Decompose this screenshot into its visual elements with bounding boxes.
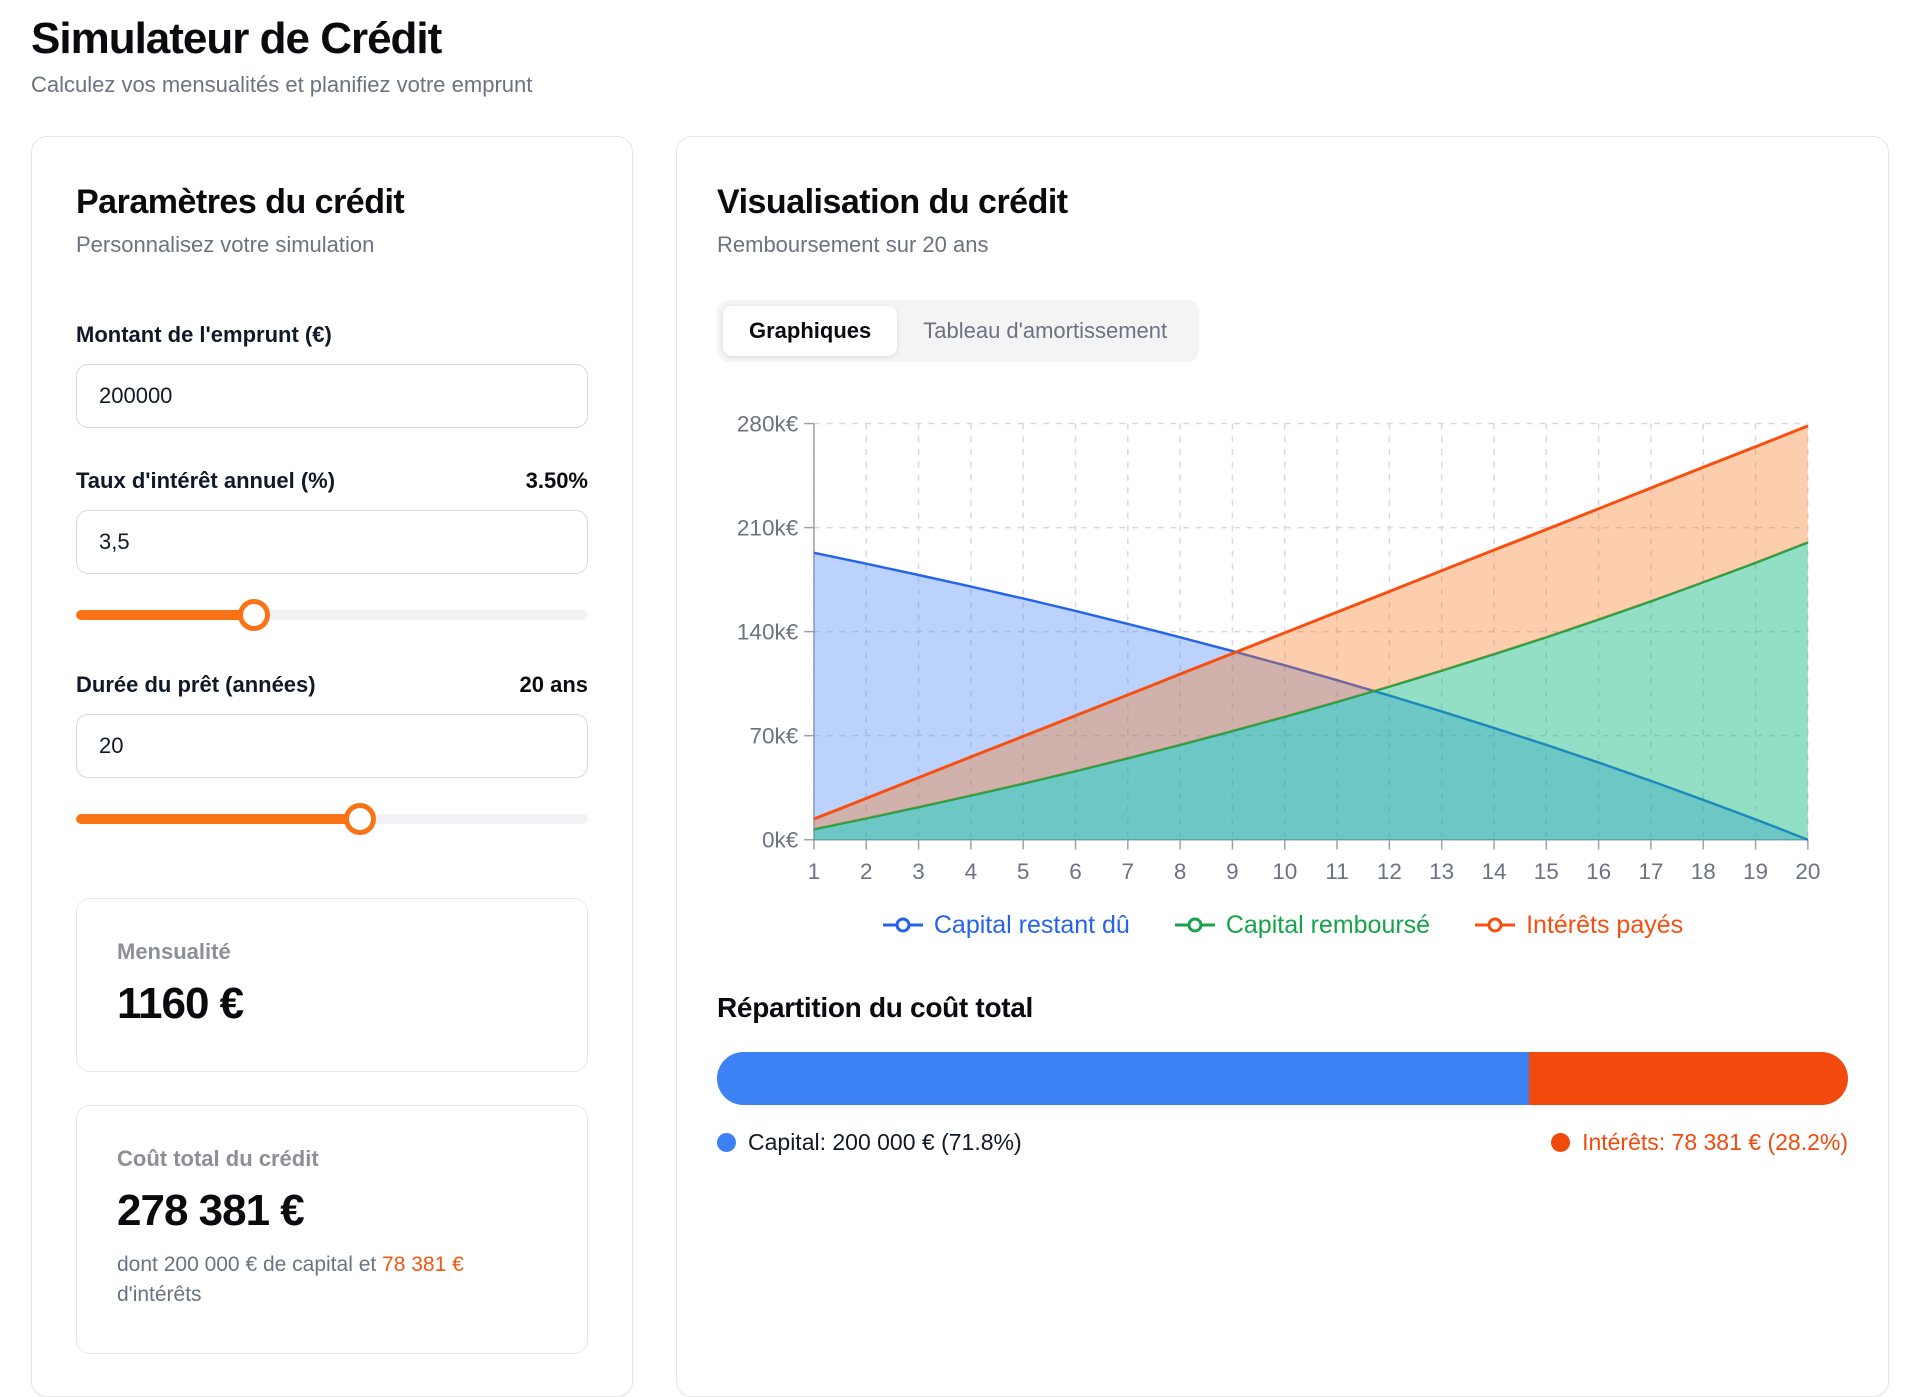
viz-tabbar: Graphiques Tableau d'amortissement bbox=[717, 300, 1200, 362]
viz-card-subtitle: Remboursement sur 20 ans bbox=[717, 232, 989, 257]
loan-amount-label: Montant de l'emprunt (€) bbox=[76, 322, 332, 347]
svg-text:6: 6 bbox=[1069, 859, 1082, 884]
page-title: Simulateur de Crédit bbox=[31, 14, 442, 63]
repartition-legend: Capital: 200 000 € (71.8%) Intérêts: 78 … bbox=[717, 1129, 1848, 1156]
loan-duration-slider-thumb[interactable] bbox=[343, 803, 376, 835]
svg-text:140k€: 140k€ bbox=[737, 619, 799, 644]
viz-card-title: Visualisation du crédit bbox=[717, 183, 1068, 221]
capital-legend-item: Capital: 200 000 € (71.8%) bbox=[717, 1129, 1022, 1156]
loan-duration-label: Durée du prêt (années) bbox=[76, 672, 316, 697]
svg-text:7: 7 bbox=[1122, 859, 1135, 884]
loan-duration-value: 20 ans bbox=[519, 672, 589, 697]
interest-rate-input[interactable] bbox=[76, 510, 588, 574]
interest-rate-value: 3.50% bbox=[525, 468, 588, 493]
params-card-title: Paramètres du crédit bbox=[76, 183, 405, 221]
svg-text:11: 11 bbox=[1325, 859, 1348, 884]
tab-tableau-amortissement[interactable]: Tableau d'amortissement bbox=[923, 318, 1168, 343]
svg-text:8: 8 bbox=[1174, 859, 1187, 884]
svg-text:280k€: 280k€ bbox=[737, 411, 799, 436]
page-subtitle: Calculez vos mensualités et planifiez vo… bbox=[31, 72, 533, 97]
capital-dot-icon bbox=[717, 1132, 736, 1152]
svg-text:9: 9 bbox=[1226, 859, 1239, 884]
svg-text:0k€: 0k€ bbox=[762, 828, 799, 853]
svg-text:210k€: 210k€ bbox=[737, 515, 799, 540]
credit-chart[interactable]: 0k€70k€140k€210k€280k€1 2 3 4 5 6 7 8 9 10 11 12 13 1… bbox=[717, 402, 1848, 892]
interest-amount-highlight: 78 381 € bbox=[382, 1253, 464, 1276]
svg-text:10: 10 bbox=[1272, 859, 1297, 884]
monthly-payment-label: Mensualité bbox=[117, 939, 231, 964]
svg-text:12: 12 bbox=[1377, 859, 1402, 884]
legend-marker-line-icon bbox=[1475, 917, 1516, 933]
svg-text:2: 2 bbox=[860, 859, 873, 884]
credit-parameters-card: Paramètres du crédit Personnalisez votre… bbox=[31, 136, 633, 1397]
main-content: Paramètres du crédit Personnalisez votre… bbox=[31, 136, 1889, 1397]
legend-capital-rembourse[interactable]: Capital remboursé bbox=[1174, 911, 1430, 940]
svg-text:18: 18 bbox=[1691, 859, 1716, 884]
loan-amount-input[interactable] bbox=[76, 364, 588, 428]
interest-legend-item: Intérêts: 78 381 € (28.2%) bbox=[1551, 1129, 1848, 1156]
loan-duration-slider[interactable] bbox=[76, 802, 588, 836]
repartition-title: Répartition du coût total bbox=[717, 991, 1034, 1023]
svg-text:19: 19 bbox=[1743, 859, 1768, 884]
loan-duration-slider-track bbox=[76, 814, 588, 824]
total-cost-note: dont 200 000 € de capital et 78 381 € d'i… bbox=[117, 1253, 464, 1307]
svg-text:17: 17 bbox=[1638, 859, 1663, 884]
loan-duration-input[interactable] bbox=[76, 714, 588, 778]
svg-text:1: 1 bbox=[808, 859, 821, 884]
svg-text:5: 5 bbox=[1017, 859, 1030, 884]
tab-graphiques[interactable]: Graphiques bbox=[723, 306, 898, 356]
legend-capital-restant[interactable]: Capital restant dû bbox=[882, 911, 1130, 940]
svg-text:20: 20 bbox=[1795, 859, 1820, 884]
page-header: Simulateur de Crédit Calculez vos mensua… bbox=[31, 14, 1889, 98]
svg-text:13: 13 bbox=[1429, 859, 1454, 884]
legend-marker-line-icon bbox=[1174, 917, 1215, 933]
monthly-payment-value: 1160 € bbox=[117, 979, 244, 1028]
total-cost-label: Coût total du crédit bbox=[117, 1146, 319, 1171]
total-cost-value: 278 381 € bbox=[117, 1186, 305, 1235]
svg-text:4: 4 bbox=[965, 859, 978, 884]
svg-text:14: 14 bbox=[1481, 859, 1506, 884]
svg-text:15: 15 bbox=[1534, 859, 1559, 884]
capital-bar-segment bbox=[717, 1051, 1530, 1105]
params-card-subtitle: Personnalisez votre simulation bbox=[76, 232, 375, 257]
interest-rate-label: Taux d'intérêt annuel (%) bbox=[76, 468, 336, 493]
interest-bar-segment bbox=[1529, 1051, 1848, 1105]
cost-repartition-bar bbox=[717, 1051, 1848, 1105]
svg-text:16: 16 bbox=[1586, 859, 1611, 884]
credit-visualization-card: Visualisation du crédit Remboursement su… bbox=[676, 136, 1889, 1397]
interest-rate-slider-thumb[interactable] bbox=[237, 599, 270, 631]
svg-text:3: 3 bbox=[912, 859, 925, 884]
total-cost-card: Coût total du crédit 278 381 € dont 200 … bbox=[76, 1105, 588, 1354]
chart-legend: Capital restant dû Capital remboursé Int… bbox=[717, 911, 1848, 940]
monthly-payment-card: Mensualité 1160 € bbox=[76, 898, 588, 1072]
legend-interets-payes[interactable]: Intérêts payés bbox=[1474, 911, 1683, 940]
interest-rate-slider-track bbox=[76, 610, 588, 620]
interest-rate-slider[interactable] bbox=[76, 598, 588, 632]
legend-marker-line-icon bbox=[882, 917, 923, 933]
svg-text:70k€: 70k€ bbox=[749, 724, 798, 749]
chart-area: 0k€ 70k€ 140k€ 210k€ 280k€ 1 2 3 4 5 6 7 8 9 10 11 12 13 1… bbox=[717, 402, 1848, 940]
interest-dot-icon bbox=[1551, 1132, 1571, 1152]
